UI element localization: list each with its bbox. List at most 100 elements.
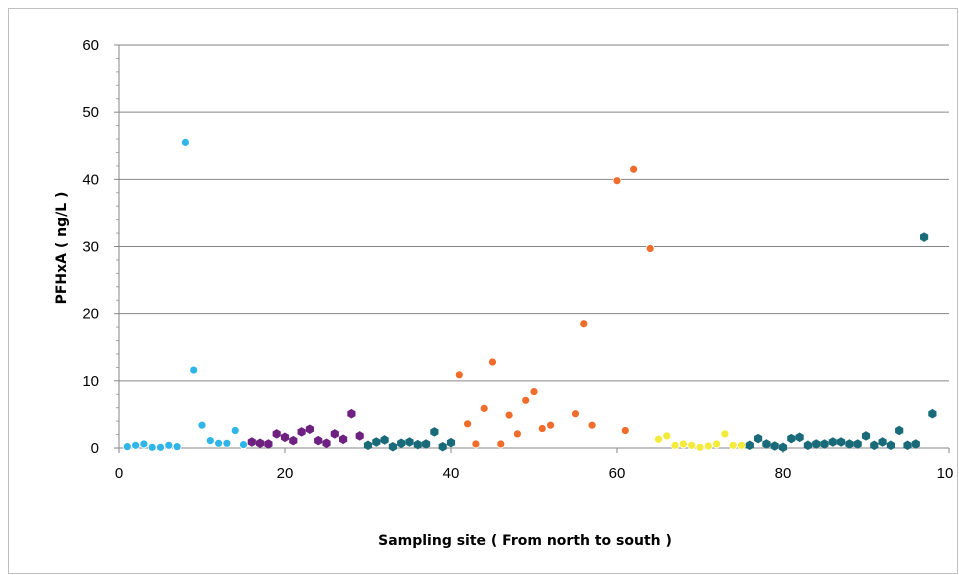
data-point xyxy=(828,437,837,447)
x-tick-label: 80 xyxy=(775,465,792,482)
data-point xyxy=(297,427,306,437)
data-point xyxy=(397,438,406,449)
data-point xyxy=(214,438,224,448)
data-point xyxy=(579,319,589,329)
data-point xyxy=(803,440,812,451)
x-tick-label: 60 xyxy=(609,465,626,482)
data-point xyxy=(612,176,622,186)
data-point xyxy=(645,244,655,253)
data-point xyxy=(812,439,821,449)
data-point xyxy=(363,440,373,451)
data-point xyxy=(571,409,580,419)
y-tick-label: 20 xyxy=(82,306,99,323)
data-point xyxy=(712,439,721,449)
y-axis-title: PFHxA ( ng/L ) xyxy=(54,192,70,305)
data-point xyxy=(471,439,481,449)
data-point xyxy=(695,442,705,452)
data-point xyxy=(180,137,190,147)
data-point xyxy=(521,395,531,405)
data-point xyxy=(496,439,506,449)
data-point xyxy=(903,440,912,451)
y-tick-label: 50 xyxy=(82,104,99,121)
data-point xyxy=(305,424,315,434)
x-tick-label: 0 xyxy=(115,465,123,482)
data-point xyxy=(463,419,473,429)
data-point xyxy=(513,429,522,439)
data-point xyxy=(587,420,597,430)
data-point xyxy=(778,442,788,453)
data-point xyxy=(895,425,904,436)
data-point xyxy=(280,432,290,443)
data-point xyxy=(372,437,381,447)
x-tick-label: 10 xyxy=(937,465,954,482)
data-point xyxy=(754,433,763,444)
data-point xyxy=(413,439,422,450)
data-point xyxy=(745,440,754,451)
data-point xyxy=(728,440,738,450)
data-point xyxy=(795,432,804,443)
data-point xyxy=(322,438,331,449)
data-point xyxy=(122,442,132,452)
data-point xyxy=(230,426,240,435)
data-point xyxy=(679,439,688,449)
data-point xyxy=(504,410,514,420)
data-point xyxy=(255,438,265,449)
data-point xyxy=(272,429,281,439)
data-point xyxy=(421,439,431,449)
data-point xyxy=(488,357,497,367)
x-axis-title: Sampling site ( From north to south ) xyxy=(378,533,672,549)
y-tick-label: 40 xyxy=(82,171,99,188)
data-point xyxy=(380,435,389,445)
data-point xyxy=(920,232,929,242)
data-point xyxy=(529,387,539,396)
data-points xyxy=(122,137,937,453)
data-point xyxy=(156,442,165,452)
data-point xyxy=(870,440,879,451)
data-point xyxy=(139,439,149,449)
data-point xyxy=(314,435,323,446)
data-point xyxy=(247,437,256,447)
data-point xyxy=(662,431,672,441)
data-point xyxy=(446,437,456,448)
data-point xyxy=(837,437,846,447)
data-point xyxy=(546,420,555,430)
data-point xyxy=(629,164,638,174)
data-point xyxy=(654,434,663,444)
x-tick-label: 40 xyxy=(443,465,460,482)
data-point xyxy=(222,438,232,448)
x-tick-labels: 0 20 40 60 80 10 xyxy=(115,465,954,482)
data-point xyxy=(438,441,447,452)
data-point xyxy=(620,426,630,435)
data-point xyxy=(197,420,207,430)
y-tick-label: 60 xyxy=(82,37,99,54)
data-point xyxy=(853,439,862,449)
data-point xyxy=(330,429,339,439)
data-point xyxy=(205,436,215,446)
data-point xyxy=(289,435,298,446)
data-point xyxy=(762,439,771,449)
data-point xyxy=(454,370,464,380)
x-tick-label: 20 xyxy=(277,465,294,482)
data-point xyxy=(405,437,414,447)
data-point xyxy=(928,408,937,419)
chart-frame xyxy=(8,8,958,574)
data-point xyxy=(845,439,854,449)
data-point xyxy=(861,431,871,441)
data-point xyxy=(770,441,779,451)
data-point xyxy=(430,427,439,437)
y-tick-label: 30 xyxy=(82,239,99,256)
data-point xyxy=(239,440,248,450)
data-point xyxy=(479,403,489,413)
data-point xyxy=(147,442,157,452)
data-point xyxy=(347,408,356,419)
data-point xyxy=(537,424,547,433)
data-point xyxy=(131,440,141,450)
y-tick-labels: 0 10 20 30 40 50 60 xyxy=(82,37,99,457)
data-point xyxy=(703,441,713,451)
data-point xyxy=(388,441,398,452)
data-point xyxy=(820,439,829,449)
data-point xyxy=(670,440,680,450)
data-point xyxy=(172,442,182,452)
data-point xyxy=(164,440,174,450)
